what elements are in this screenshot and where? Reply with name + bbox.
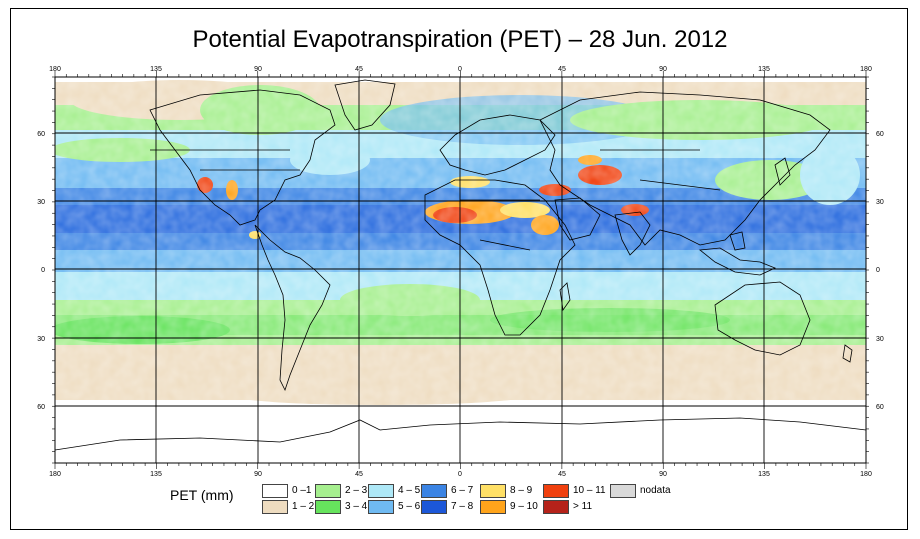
lat-labels-right: 60 30 0 30 60 bbox=[876, 131, 884, 411]
lat-tick-label: 60 bbox=[876, 404, 884, 411]
legend-swatch bbox=[262, 484, 288, 498]
legend-label: 1 – 2 bbox=[292, 501, 315, 512]
lon-tick-label: 180 bbox=[49, 66, 61, 73]
legend-swatch bbox=[480, 484, 506, 498]
legend-swatch bbox=[315, 500, 341, 514]
figure-frame bbox=[10, 8, 908, 530]
legend-label: 8 – 9 bbox=[510, 485, 533, 496]
lon-tick-label: 135 bbox=[758, 66, 770, 73]
lat-tick-label: 60 bbox=[876, 131, 884, 138]
lon-tick-label: 135 bbox=[758, 471, 770, 478]
lon-tick-label: 90 bbox=[659, 471, 667, 478]
coastlines bbox=[55, 79, 866, 451]
lon-tick-label: 0 bbox=[458, 66, 462, 73]
legend-swatch bbox=[368, 500, 394, 514]
legend-label: 3 – 4 bbox=[345, 501, 368, 512]
legend-label: 6 – 7 bbox=[451, 485, 474, 496]
legend-swatch bbox=[315, 484, 341, 498]
lat-tick-label: 0 bbox=[41, 267, 45, 274]
legend-swatch bbox=[543, 500, 569, 514]
lat-tick-label: 60 bbox=[37, 404, 45, 411]
lon-tick-label: 0 bbox=[458, 471, 462, 478]
legend-label: nodata bbox=[640, 485, 671, 496]
legend-label: 9 – 10 bbox=[510, 501, 538, 512]
legend-swatch bbox=[262, 500, 288, 514]
lon-labels-bottom: 180 135 90 45 0 45 90 135 180 bbox=[49, 471, 872, 478]
legend-label: 10 – 11 bbox=[573, 485, 606, 496]
graticule bbox=[55, 77, 866, 463]
legend-swatch bbox=[610, 484, 636, 498]
legend-label: 7 – 8 bbox=[451, 501, 474, 512]
lat-tick-label: 30 bbox=[876, 199, 884, 206]
legend-label: > 11 bbox=[573, 501, 592, 512]
lon-tick-label: 45 bbox=[558, 66, 566, 73]
lat-tick-label: 30 bbox=[37, 336, 45, 343]
lon-labels-top: 180 135 90 45 0 45 90 135 180 bbox=[49, 66, 872, 73]
legend-label: 2 – 3 bbox=[345, 485, 368, 496]
legend-swatch bbox=[480, 500, 506, 514]
lon-tick-label: 135 bbox=[150, 66, 162, 73]
lon-tick-label: 90 bbox=[254, 66, 262, 73]
legend-title: PET (mm) bbox=[170, 487, 234, 503]
legend-label: 4 – 5 bbox=[398, 485, 421, 496]
lon-tick-label: 135 bbox=[150, 471, 162, 478]
lat-tick-label: 30 bbox=[876, 336, 884, 343]
legend-swatch bbox=[421, 500, 447, 514]
lon-tick-label: 90 bbox=[254, 471, 262, 478]
legend-swatch bbox=[368, 484, 394, 498]
lon-tick-label: 180 bbox=[49, 471, 61, 478]
lon-tick-label: 180 bbox=[860, 471, 872, 478]
lon-tick-label: 45 bbox=[355, 471, 363, 478]
lat-tick-label: 30 bbox=[37, 199, 45, 206]
lat-tick-label: 60 bbox=[37, 131, 45, 138]
legend-label: 5 – 6 bbox=[398, 501, 421, 512]
lon-tick-label: 45 bbox=[355, 66, 363, 73]
lon-tick-label: 45 bbox=[558, 471, 566, 478]
map-ticks bbox=[52, 71, 869, 469]
lat-tick-label: 0 bbox=[876, 267, 880, 274]
legend-swatch bbox=[421, 484, 447, 498]
pet-raster bbox=[55, 77, 866, 463]
lat-labels-left: 60 30 0 30 60 bbox=[37, 131, 45, 411]
legend-swatch bbox=[543, 484, 569, 498]
lon-tick-label: 90 bbox=[659, 66, 667, 73]
legend-label: 0 –1 bbox=[292, 485, 312, 496]
lon-tick-label: 180 bbox=[860, 66, 872, 73]
map-title: Potential Evapotranspiration (PET) – 28 … bbox=[192, 26, 728, 53]
